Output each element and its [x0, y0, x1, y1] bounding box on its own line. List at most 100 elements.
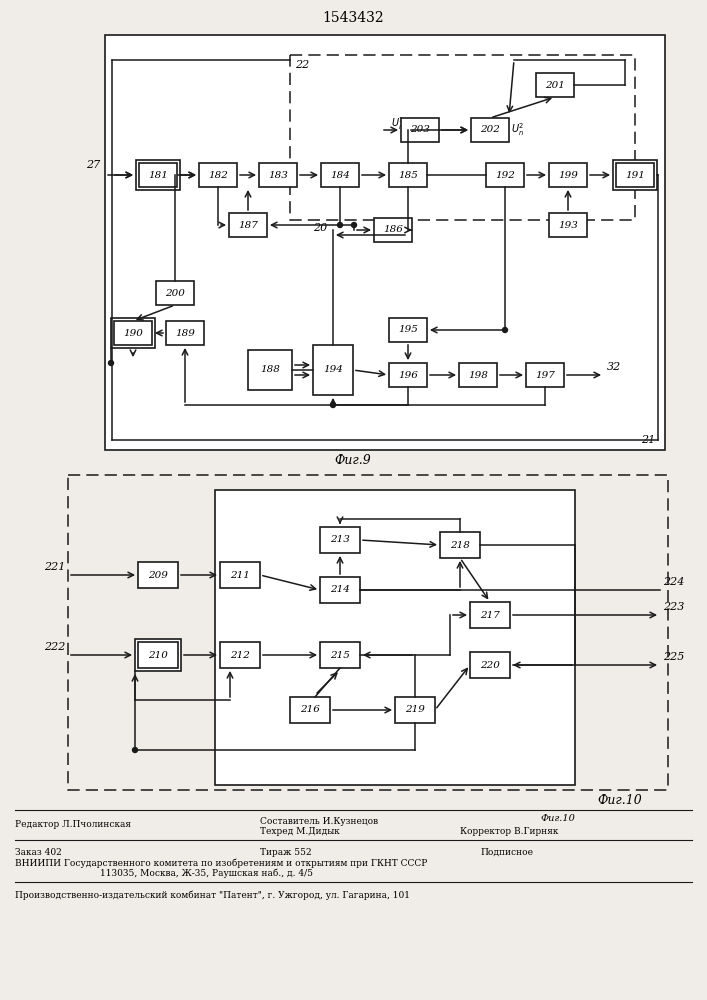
Text: 214: 214 [330, 585, 350, 594]
Bar [136, 160, 180, 190]
Bar [215, 490, 575, 785]
Text: 201: 201 [545, 81, 565, 90]
Text: 182: 182 [208, 170, 228, 180]
Text: Производственно-издательский комбинат "Патент", г. Ужгород, ул. Гагарина, 101: Производственно-издательский комбинат "П… [15, 890, 410, 900]
Bar [290, 697, 330, 723]
Text: 185: 185 [398, 170, 418, 180]
Bar [68, 475, 668, 790]
Text: Тираж 552: Тираж 552 [260, 848, 312, 857]
Text: 198: 198 [468, 370, 488, 379]
Bar [549, 163, 587, 187]
Bar [549, 213, 587, 237]
Text: Составитель И.Кузнецов: Составитель И.Кузнецов [260, 817, 378, 826]
Text: Заказ 402: Заказ 402 [15, 848, 62, 857]
Text: 187: 187 [238, 221, 258, 230]
Circle shape [337, 223, 342, 228]
Text: 197: 197 [535, 370, 555, 379]
Text: 193: 193 [558, 221, 578, 230]
Circle shape [108, 360, 114, 365]
Text: 222: 222 [44, 642, 65, 652]
Text: 221: 221 [44, 562, 65, 572]
Bar [138, 642, 178, 668]
Text: 210: 210 [148, 650, 168, 660]
Text: 203: 203 [410, 125, 430, 134]
Text: 192: 192 [495, 170, 515, 180]
Bar [395, 697, 435, 723]
Text: Техред М.Дидык: Техред М.Дидык [260, 827, 340, 836]
Bar [111, 318, 155, 348]
Bar [613, 160, 657, 190]
Bar [259, 163, 297, 187]
Bar [536, 73, 574, 97]
Text: Подписное: Подписное [480, 848, 533, 857]
Text: 211: 211 [230, 570, 250, 580]
Bar [486, 163, 524, 187]
Bar [138, 562, 178, 588]
Text: 196: 196 [398, 370, 418, 379]
Bar [320, 527, 360, 553]
Text: 21: 21 [641, 435, 655, 445]
Text: 22: 22 [295, 60, 309, 70]
Text: $U_n^2$: $U_n^2$ [511, 122, 525, 138]
Text: Фиг.9: Фиг.9 [334, 454, 371, 466]
Bar [374, 218, 412, 242]
Bar [139, 163, 177, 187]
Bar [616, 163, 654, 187]
Text: Редактор Л.Пчолинская: Редактор Л.Пчолинская [15, 820, 131, 829]
Bar [156, 281, 194, 305]
Bar [389, 363, 427, 387]
Bar [440, 532, 480, 558]
Text: Фиг.10: Фиг.10 [540, 814, 575, 823]
Bar [290, 55, 635, 220]
Bar [321, 163, 359, 187]
Bar [313, 345, 353, 395]
Bar [401, 118, 439, 142]
Bar [389, 163, 427, 187]
Text: 212: 212 [230, 650, 250, 660]
Bar [470, 652, 510, 678]
Text: 200: 200 [165, 288, 185, 298]
Text: 220: 220 [480, 660, 500, 670]
Text: 188: 188 [260, 365, 280, 374]
Bar [471, 118, 509, 142]
Text: Корректор В.Гирняк: Корректор В.Гирняк [460, 827, 559, 836]
Text: 27: 27 [86, 160, 100, 170]
Text: ВНИИПИ Государственного комитета по изобретениям и открытиям при ГКНТ СССР: ВНИИПИ Государственного комитета по изоб… [15, 858, 427, 867]
Text: 190: 190 [123, 328, 143, 338]
Text: 209: 209 [148, 570, 168, 580]
Text: 113035, Москва, Ж-35, Раушская наб., д. 4/5: 113035, Москва, Ж-35, Раушская наб., д. … [100, 869, 313, 879]
Text: 224: 224 [663, 577, 684, 587]
Bar [320, 577, 360, 603]
Text: 1543432: 1543432 [322, 11, 384, 25]
Bar [459, 363, 497, 387]
Text: 216: 216 [300, 706, 320, 714]
Bar [389, 318, 427, 342]
Text: 184: 184 [330, 170, 350, 180]
Bar [199, 163, 237, 187]
Text: 189: 189 [175, 328, 195, 338]
Circle shape [132, 748, 137, 752]
Text: 213: 213 [330, 536, 350, 544]
Bar [248, 350, 292, 390]
Text: 199: 199 [558, 170, 578, 180]
Circle shape [351, 223, 356, 228]
Text: 32: 32 [607, 362, 621, 372]
Bar [320, 642, 360, 668]
Bar [220, 642, 260, 668]
Bar [526, 363, 564, 387]
Text: 191: 191 [625, 170, 645, 180]
Bar [135, 639, 181, 671]
Text: 195: 195 [398, 326, 418, 334]
Bar [470, 602, 510, 628]
Text: 225: 225 [663, 652, 684, 662]
Circle shape [503, 328, 508, 332]
Text: $U_n^1$: $U_n^1$ [391, 116, 405, 132]
Text: 194: 194 [323, 365, 343, 374]
Text: 183: 183 [268, 170, 288, 180]
Text: 202: 202 [480, 125, 500, 134]
Bar [229, 213, 267, 237]
Bar [114, 321, 152, 345]
Bar [105, 35, 665, 450]
Circle shape [330, 402, 336, 408]
Text: 217: 217 [480, 610, 500, 619]
